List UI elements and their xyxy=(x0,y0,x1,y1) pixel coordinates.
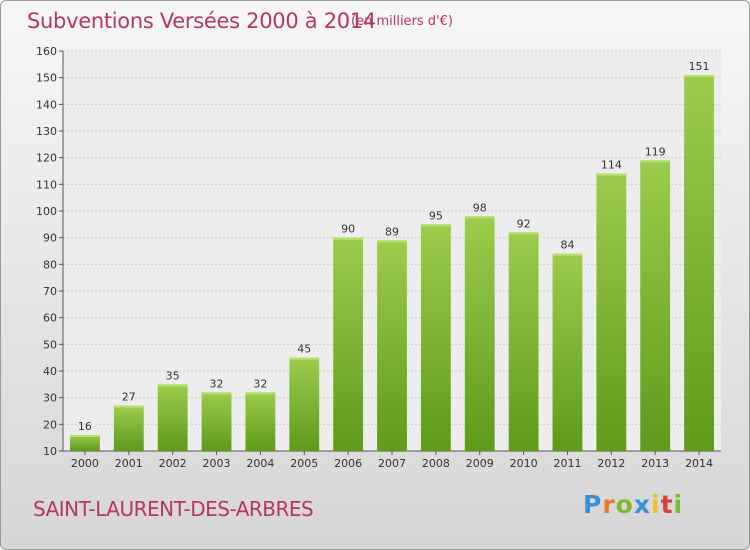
bars xyxy=(70,75,714,452)
x-tick-label: 2001 xyxy=(115,457,143,470)
x-tick-label: 2004 xyxy=(246,457,274,470)
x-tick-label: 2014 xyxy=(685,457,713,470)
bar-2003 xyxy=(201,392,232,451)
y-tick-label: 20 xyxy=(43,418,57,431)
bar-highlight xyxy=(201,392,232,395)
data-label: 98 xyxy=(473,201,487,214)
y-tick-label: 30 xyxy=(43,392,57,405)
chart-title: Subventions Versées 2000 à 2014 xyxy=(27,9,376,33)
bar-2010 xyxy=(508,232,539,451)
x-tick-label: 2012 xyxy=(597,457,625,470)
proxiti-logo[interactable]: Proxiti xyxy=(583,490,684,519)
bar-2000 xyxy=(70,435,100,451)
data-label: 89 xyxy=(385,225,399,238)
bar-highlight xyxy=(640,160,671,163)
bar-highlight xyxy=(377,240,407,243)
y-tick-label: 110 xyxy=(36,178,57,191)
bar-2007 xyxy=(377,240,407,451)
data-label: 95 xyxy=(429,209,443,222)
bar-highlight xyxy=(552,253,583,256)
bar-highlight xyxy=(113,405,144,408)
y-tick-label: 120 xyxy=(36,152,57,165)
data-label: 90 xyxy=(341,223,355,236)
x-tick-label: 2010 xyxy=(510,457,538,470)
x-tick-label: 2009 xyxy=(466,457,494,470)
x-tick-label: 2002 xyxy=(159,457,187,470)
y-tick-label: 70 xyxy=(43,285,57,298)
x-tick-label: 2007 xyxy=(378,457,406,470)
labels: 10 20 30 40 50 60 70 80 90 100 110 120 130 140 150 160 1… xyxy=(36,45,713,470)
x-tick-label: 2003 xyxy=(203,457,231,470)
bar-highlight xyxy=(508,232,539,235)
x-tick-label: 2008 xyxy=(422,457,450,470)
y-tick-label: 80 xyxy=(43,258,57,271)
bar-highlight xyxy=(420,224,451,227)
data-label: 84 xyxy=(560,239,574,252)
bar-2013 xyxy=(640,160,671,452)
x-tick-label: 2000 xyxy=(71,457,99,470)
bar-2005 xyxy=(289,357,320,451)
y-tick-label: 60 xyxy=(43,312,57,325)
y-tick-label: 50 xyxy=(43,338,57,351)
x-tick-label: 2011 xyxy=(553,457,581,470)
bar-highlight xyxy=(245,392,276,395)
data-label: 151 xyxy=(689,60,710,73)
data-label: 119 xyxy=(645,145,666,158)
bar-highlight xyxy=(596,173,627,176)
bar-2001 xyxy=(113,405,144,451)
bar-highlight xyxy=(157,384,188,387)
y-tick-label: 150 xyxy=(36,72,57,85)
bar-highlight xyxy=(684,75,714,77)
x-tick-label: 2005 xyxy=(290,457,318,470)
data-label: 92 xyxy=(517,217,531,230)
bar-2012 xyxy=(596,173,627,451)
data-label: 27 xyxy=(122,391,136,404)
y-tick-label: 100 xyxy=(36,205,57,218)
chart-subtitle: (en milliers d'€) xyxy=(351,14,453,29)
data-label: 114 xyxy=(601,159,622,172)
bar-2008 xyxy=(420,224,451,451)
x-tick-label: 2013 xyxy=(641,457,669,470)
bar-2006 xyxy=(333,237,364,451)
bar-2014 xyxy=(684,75,714,451)
y-tick-label: 130 xyxy=(36,125,57,138)
y-tick-label: 40 xyxy=(43,365,57,378)
y-tick-label: 160 xyxy=(36,45,57,58)
y-tick-label: 10 xyxy=(43,445,57,458)
place-name: SAINT-LAURENT-DES-ARBRES xyxy=(33,497,314,521)
bar-2002 xyxy=(157,384,188,451)
data-label: 32 xyxy=(210,377,224,390)
x-tick-label: 2006 xyxy=(334,457,362,470)
bar-highlight xyxy=(464,216,495,219)
data-label: 45 xyxy=(297,343,311,356)
data-label: 16 xyxy=(78,420,92,433)
bar-highlight xyxy=(289,357,320,360)
data-label: 35 xyxy=(166,369,180,382)
data-label: 32 xyxy=(253,377,267,390)
y-tick-label: 90 xyxy=(43,232,57,245)
bar-2009 xyxy=(464,216,495,451)
bar-highlight xyxy=(70,435,100,437)
bar-highlight xyxy=(333,237,364,240)
bar-2011 xyxy=(552,253,583,451)
y-tick-label: 140 xyxy=(36,98,57,111)
bar-2004 xyxy=(245,392,276,451)
